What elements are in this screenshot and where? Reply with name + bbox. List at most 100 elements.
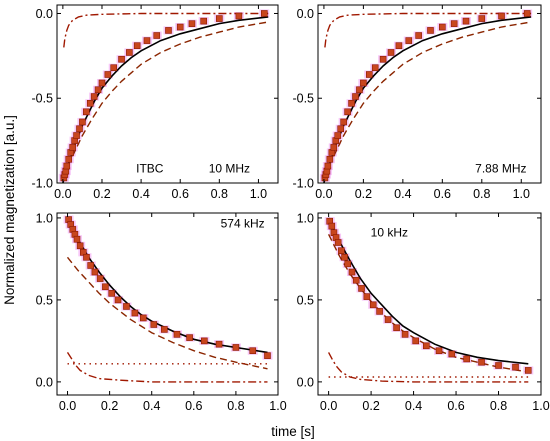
data-point bbox=[393, 324, 400, 332]
data-point bbox=[324, 162, 332, 170]
data-point bbox=[76, 242, 84, 250]
data-point bbox=[344, 260, 352, 268]
panel-ITBC-10MHz: 0.0 0.2 0.4 0.6 0.8 1.0 -1.0 -0.5 0.0 ITBC 10 MHz bbox=[31, 4, 279, 201]
data-point bbox=[344, 108, 351, 116]
data-point bbox=[512, 363, 519, 371]
y-tick-label: -0.5 bbox=[292, 92, 314, 106]
data-point bbox=[352, 276, 360, 284]
panel-frame bbox=[56, 4, 279, 184]
data-point bbox=[153, 32, 161, 39]
data-point bbox=[114, 296, 122, 304]
data-point bbox=[478, 15, 486, 22]
y-tick-label: 1.0 bbox=[297, 211, 314, 225]
x-tick-label: 0.0 bbox=[54, 187, 71, 201]
data-point bbox=[188, 20, 196, 27]
x-tick-label: 0.4 bbox=[394, 187, 411, 201]
error-bands bbox=[63, 215, 273, 360]
data-point bbox=[387, 49, 395, 56]
panel-annotation: 10 MHz bbox=[209, 161, 250, 175]
data-point bbox=[358, 285, 365, 292]
data-point bbox=[334, 132, 342, 139]
data-point bbox=[348, 100, 355, 107]
x-tick-label: 0.2 bbox=[93, 187, 110, 201]
y-tick-label: 0.5 bbox=[297, 293, 314, 307]
markers bbox=[321, 10, 531, 182]
data-point bbox=[161, 326, 168, 333]
curve-dashed bbox=[327, 233, 529, 373]
data-point bbox=[379, 55, 387, 63]
data-point bbox=[83, 108, 90, 116]
data-point bbox=[232, 344, 240, 351]
data-point bbox=[165, 27, 172, 34]
curve-dashdot bbox=[63, 12, 269, 48]
data-point bbox=[366, 71, 373, 78]
x-tick-label: 0.8 bbox=[473, 187, 490, 201]
data-point bbox=[118, 55, 125, 63]
error-bands bbox=[58, 9, 270, 182]
data-point bbox=[104, 71, 112, 78]
x-tick-label: 0.4 bbox=[143, 399, 160, 413]
data-point bbox=[363, 293, 371, 300]
data-point bbox=[423, 342, 430, 350]
data-point bbox=[123, 303, 130, 310]
x-tick-label: 0.6 bbox=[185, 399, 202, 413]
data-point bbox=[86, 100, 94, 107]
data-point bbox=[200, 17, 207, 25]
data-point bbox=[328, 222, 336, 230]
panel-frame bbox=[317, 4, 542, 184]
data-point bbox=[448, 350, 456, 358]
data-point bbox=[249, 347, 257, 355]
x-tick-label: 0.0 bbox=[315, 187, 332, 201]
data-point bbox=[435, 347, 443, 355]
data-point bbox=[478, 358, 485, 366]
data-point bbox=[524, 367, 532, 374]
panel-annotation: ITBC bbox=[136, 161, 164, 175]
data-point bbox=[401, 331, 409, 338]
x-tick-label: 0.0 bbox=[59, 399, 76, 413]
data-point bbox=[201, 337, 208, 345]
markers bbox=[326, 217, 532, 374]
data-point bbox=[337, 125, 344, 133]
data-point bbox=[341, 253, 348, 261]
x-tick-label: 0.8 bbox=[490, 399, 507, 413]
data-point bbox=[427, 27, 434, 34]
data-point bbox=[150, 321, 158, 328]
panel-frame bbox=[317, 212, 542, 396]
data-point bbox=[63, 162, 71, 170]
data-point bbox=[173, 331, 181, 338]
data-point bbox=[395, 42, 403, 49]
data-point bbox=[356, 86, 363, 94]
x-tick-label: 0.4 bbox=[405, 399, 422, 413]
data-point bbox=[495, 362, 502, 369]
data-point bbox=[108, 290, 116, 297]
x-axis-title: time [s] bbox=[271, 424, 315, 439]
data-point bbox=[73, 235, 81, 243]
data-point bbox=[126, 49, 133, 56]
panel-7.88MHz: 0.0 0.2 0.4 0.6 0.8 1.0 -1.0 -0.5 0.0 7.88 MHz bbox=[292, 4, 542, 201]
y-tick-label: 1.0 bbox=[36, 211, 53, 225]
data-point bbox=[369, 301, 377, 309]
y-tick-label: 0.0 bbox=[297, 7, 314, 21]
data-point bbox=[334, 239, 342, 246]
data-point bbox=[102, 283, 109, 291]
data-point bbox=[371, 64, 379, 72]
x-tick-label: 0.2 bbox=[362, 399, 379, 413]
data-point bbox=[360, 79, 367, 87]
curves bbox=[327, 217, 529, 383]
curve-dashed bbox=[66, 256, 268, 370]
y-tick-label: -1.0 bbox=[31, 177, 53, 191]
y-tick-label: 0.0 bbox=[36, 375, 53, 389]
data-point bbox=[215, 340, 223, 348]
data-point bbox=[133, 42, 141, 49]
data-point bbox=[405, 37, 413, 44]
x-tick-label: 0.0 bbox=[320, 399, 337, 413]
data-point bbox=[90, 93, 98, 100]
data-point bbox=[131, 309, 139, 317]
data-point bbox=[415, 32, 422, 39]
curve-dashed bbox=[323, 21, 532, 177]
data-point bbox=[73, 132, 80, 139]
data-point bbox=[79, 118, 86, 126]
error-bands bbox=[324, 217, 534, 375]
panel-annotation: 7.88 MHz bbox=[475, 161, 526, 175]
data-point bbox=[186, 334, 193, 341]
